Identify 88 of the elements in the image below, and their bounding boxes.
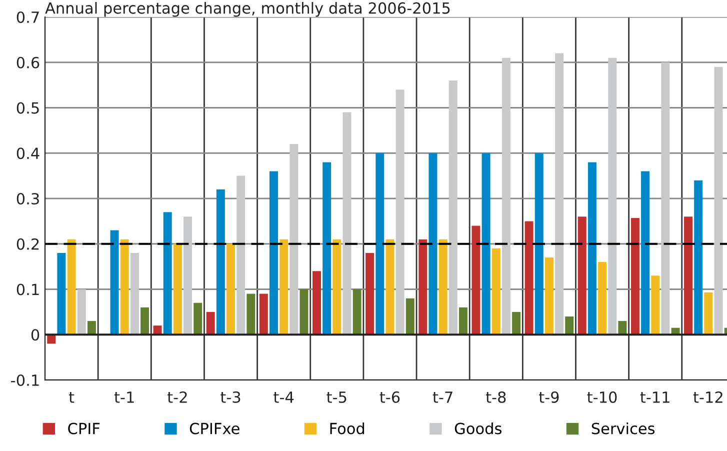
x-tick-label: t-6	[380, 391, 400, 403]
bar	[342, 112, 352, 335]
bar	[206, 312, 215, 335]
bar	[502, 58, 510, 335]
bar	[578, 216, 586, 335]
x-tick-label: t-7	[432, 392, 452, 403]
legend-label: CPIF	[68, 422, 100, 434]
bar	[140, 307, 150, 335]
bar	[226, 244, 236, 335]
bar	[630, 218, 640, 335]
bar	[704, 292, 713, 335]
bar	[173, 244, 182, 335]
bar	[322, 162, 332, 335]
bar	[588, 162, 596, 335]
bar	[418, 239, 428, 335]
bar	[524, 221, 534, 335]
y-tick-label: 0.4	[16, 148, 40, 160]
x-tick-label: t	[68, 392, 74, 403]
bar	[184, 216, 192, 335]
y-tick-label: 0.2	[16, 238, 39, 250]
bar	[67, 239, 76, 335]
bar	[618, 321, 627, 335]
bar	[482, 153, 490, 335]
bar	[130, 252, 139, 335]
bar	[290, 144, 298, 335]
y-tick-label: 0.5	[16, 102, 39, 114]
bar	[194, 302, 202, 335]
bar	[77, 289, 86, 335]
bar	[555, 53, 564, 335]
legend-label: CPIFxe	[190, 422, 240, 434]
bar	[386, 239, 394, 335]
y-tick-label: 0.7	[16, 11, 39, 24]
bar	[608, 58, 617, 335]
bar	[270, 171, 278, 335]
bar	[246, 294, 256, 335]
bar	[406, 298, 414, 335]
bar	[332, 239, 342, 335]
bar	[598, 262, 607, 335]
legend-label: Services	[592, 422, 655, 434]
x-tick-label: t-4	[274, 392, 294, 403]
bar	[544, 257, 554, 335]
y-tick-label: -0.1	[11, 374, 39, 386]
bar	[661, 62, 670, 335]
bar	[714, 66, 723, 335]
bar	[458, 307, 468, 335]
bar	[492, 248, 500, 335]
bar	[694, 180, 703, 335]
bar	[163, 212, 172, 335]
bar	[438, 239, 448, 335]
y-tick-label: 0.6	[16, 56, 40, 68]
bar	[512, 312, 521, 335]
bar	[565, 316, 574, 335]
bar	[87, 321, 96, 335]
x-tick-label: t-9	[539, 391, 559, 403]
bar	[57, 252, 66, 335]
y-tick-label: 0.1	[16, 284, 39, 296]
bar	[120, 239, 129, 335]
bar	[428, 153, 438, 335]
bar	[216, 189, 225, 335]
bar	[534, 153, 544, 335]
bar	[366, 252, 374, 335]
x-tick-label: t-11	[640, 392, 670, 403]
x-tick-label: t-2	[167, 391, 187, 403]
bar	[376, 153, 384, 335]
bar	[641, 171, 650, 335]
bar	[300, 289, 308, 335]
x-tick-label: t-12	[693, 391, 722, 403]
x-tick-label: t-1	[114, 392, 134, 403]
x-tick-label: t-3	[220, 391, 240, 403]
bar	[684, 216, 692, 335]
x-tick-label: t-10	[587, 391, 617, 403]
x-tick-label: t-8	[486, 391, 506, 403]
bar	[110, 230, 119, 335]
bar	[236, 176, 246, 335]
legend-label: Food	[330, 422, 364, 434]
bar	[448, 80, 458, 335]
bar	[352, 289, 362, 335]
bar	[312, 271, 321, 335]
y-tick-label: 0.3	[16, 192, 39, 205]
bar	[280, 239, 288, 335]
bar	[259, 294, 268, 335]
bar	[651, 276, 660, 335]
legend-label: Goods	[454, 422, 502, 434]
bar	[396, 90, 404, 335]
x-tick-label: t-5	[326, 392, 346, 403]
y-tick-label: 0	[31, 329, 40, 341]
bar	[472, 226, 480, 335]
chart-title: Annual percentage change, monthly data 2006-2015	[45, 2, 450, 17]
